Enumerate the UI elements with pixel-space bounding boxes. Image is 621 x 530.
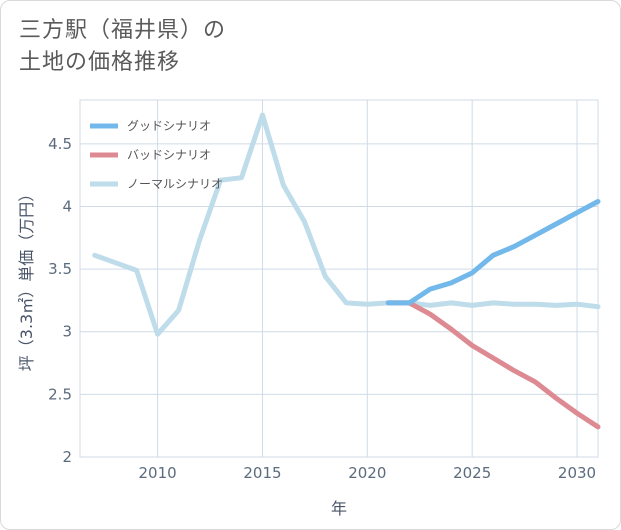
legend-label: ノーマルシナリオ	[127, 177, 223, 191]
series-line-3	[92, 112, 601, 337]
x-tick-label: 2030	[558, 464, 596, 482]
y-axis-title: 坪（3.3㎡）単価（万円）	[17, 186, 36, 371]
series-line-2	[385, 300, 601, 430]
y-tick-label: 4.5	[48, 135, 72, 153]
legend-label: グッドシナリオ	[127, 119, 211, 133]
series-lines	[92, 112, 601, 430]
chart-title: 三方駅（福井県）の 土地の価格推移	[19, 15, 226, 79]
y-tick-label: 3	[62, 323, 72, 341]
x-tick-label: 2015	[243, 464, 281, 482]
y-tick-label: 2	[62, 448, 72, 466]
x-axis-title: 年	[331, 499, 347, 518]
title-line-2: 土地の価格推移	[19, 50, 181, 75]
y-tick-label: 4	[62, 197, 72, 215]
legend-label: バッドシナリオ	[127, 148, 211, 162]
title-line-1: 三方駅（福井県）の	[19, 18, 227, 43]
x-tick-label: 2010	[139, 464, 177, 482]
y-tick-label: 2.5	[48, 385, 72, 403]
tick-labels: 2010 2015 2020 2025 2030 2 2.5 3 3.5 4 4.5	[48, 135, 596, 482]
grid	[79, 99, 599, 458]
series-line-1	[385, 199, 601, 306]
x-tick-label: 2020	[348, 464, 386, 482]
x-tick-label: 2025	[453, 464, 491, 482]
y-tick-label: 3.5	[48, 260, 72, 278]
